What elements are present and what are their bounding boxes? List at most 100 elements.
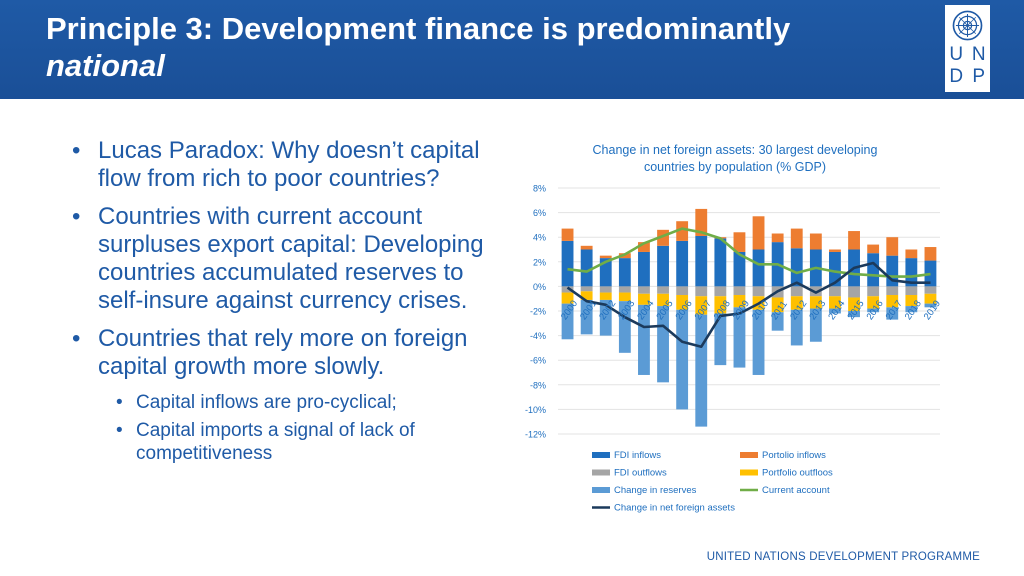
bar xyxy=(829,286,841,297)
slide-title-line2: national xyxy=(46,48,165,83)
bar xyxy=(848,297,860,311)
y-tick-label: 4% xyxy=(533,233,546,243)
bar xyxy=(638,304,650,375)
bar xyxy=(905,249,918,259)
bar xyxy=(599,299,612,336)
chart-title-line2: countries by population (% GDP) xyxy=(644,160,826,174)
y-tick-label: -6% xyxy=(530,356,546,366)
bar xyxy=(905,258,918,287)
bullet-item: Lucas Paradox: Why doesn’t capital flow … xyxy=(72,137,512,193)
bar xyxy=(905,306,918,313)
undp-letters: U N D P xyxy=(945,45,990,87)
bar xyxy=(580,245,593,250)
bar xyxy=(714,296,727,314)
bar xyxy=(638,242,650,252)
logo-letter: P xyxy=(972,66,986,87)
legend-swatch xyxy=(592,469,610,476)
bullet-item: Countries with current account surpluses… xyxy=(72,203,512,315)
legend-label: FDI inflows xyxy=(614,450,661,461)
bar xyxy=(618,301,631,353)
bar xyxy=(790,309,803,346)
bar xyxy=(695,286,708,297)
bar xyxy=(638,293,650,305)
series-line xyxy=(566,261,931,348)
bar xyxy=(695,208,708,236)
logo-letter: U xyxy=(949,44,964,65)
bar xyxy=(657,306,669,383)
bar xyxy=(905,286,918,296)
bar xyxy=(561,303,574,340)
y-tick-label: 6% xyxy=(533,208,546,218)
bar xyxy=(657,229,669,246)
legend-label: Current account xyxy=(762,485,830,496)
bar xyxy=(695,235,708,287)
y-tick-label: -12% xyxy=(525,430,546,440)
bar xyxy=(829,251,841,287)
un-emblem-icon xyxy=(952,10,983,41)
bar xyxy=(924,293,937,304)
bar xyxy=(886,295,899,308)
bar xyxy=(886,307,899,320)
y-tick-label: 0% xyxy=(533,282,546,292)
bar xyxy=(848,311,860,318)
legend-label: FDI outflows xyxy=(614,468,667,479)
bar xyxy=(733,251,746,287)
bar xyxy=(752,309,765,375)
bar xyxy=(905,295,918,307)
bar xyxy=(695,314,708,427)
bar xyxy=(676,240,689,287)
bar xyxy=(676,309,689,410)
bar xyxy=(867,244,880,254)
bar xyxy=(752,249,765,287)
bar xyxy=(580,249,593,287)
bar xyxy=(657,245,669,287)
series-line xyxy=(567,227,931,278)
y-tick-label: 8% xyxy=(533,184,546,194)
bar xyxy=(695,296,708,315)
bar xyxy=(790,248,803,287)
legend-label: Change in reserves xyxy=(614,485,697,496)
bar xyxy=(733,232,746,252)
bar xyxy=(599,286,612,293)
y-tick-label: -10% xyxy=(525,405,546,415)
legend-label: Portfolio outfloos xyxy=(762,468,833,479)
bar xyxy=(714,238,727,287)
bar xyxy=(618,258,631,287)
bar xyxy=(676,295,689,310)
bar xyxy=(848,286,860,298)
bar xyxy=(657,286,669,294)
slide-title: Principle 3: Development finance is pred… xyxy=(46,10,790,84)
bar xyxy=(599,258,612,287)
y-tick-label: -2% xyxy=(530,307,546,317)
bar xyxy=(752,216,765,250)
bar xyxy=(924,286,937,294)
bar xyxy=(638,251,650,287)
bar xyxy=(733,307,746,368)
bar xyxy=(771,297,784,313)
bar xyxy=(924,303,937,308)
logo-letter: D xyxy=(949,66,964,87)
bar xyxy=(867,308,880,313)
bar xyxy=(809,308,822,342)
bar xyxy=(867,286,880,297)
footer-text: UNITED NATIONS DEVELOPMENT PROGRAMME xyxy=(706,551,980,563)
legend-swatch xyxy=(592,487,610,493)
bar xyxy=(848,231,860,250)
bar xyxy=(771,233,784,243)
bar xyxy=(638,286,650,294)
bar xyxy=(561,286,574,293)
bullet-list: Lucas Paradox: Why doesn’t capital flow … xyxy=(72,137,512,470)
bar xyxy=(580,299,593,335)
bar xyxy=(771,312,784,331)
bar xyxy=(790,286,803,297)
chart-title-line1: Change in net foreign assets: 30 largest… xyxy=(593,143,878,157)
bar xyxy=(829,296,841,309)
bar xyxy=(886,255,899,287)
bar xyxy=(714,313,727,366)
bar xyxy=(599,255,612,259)
bar xyxy=(580,286,593,292)
bar xyxy=(561,240,574,287)
bar xyxy=(867,253,880,287)
y-tick-label: -4% xyxy=(530,331,546,341)
bar xyxy=(752,286,765,297)
